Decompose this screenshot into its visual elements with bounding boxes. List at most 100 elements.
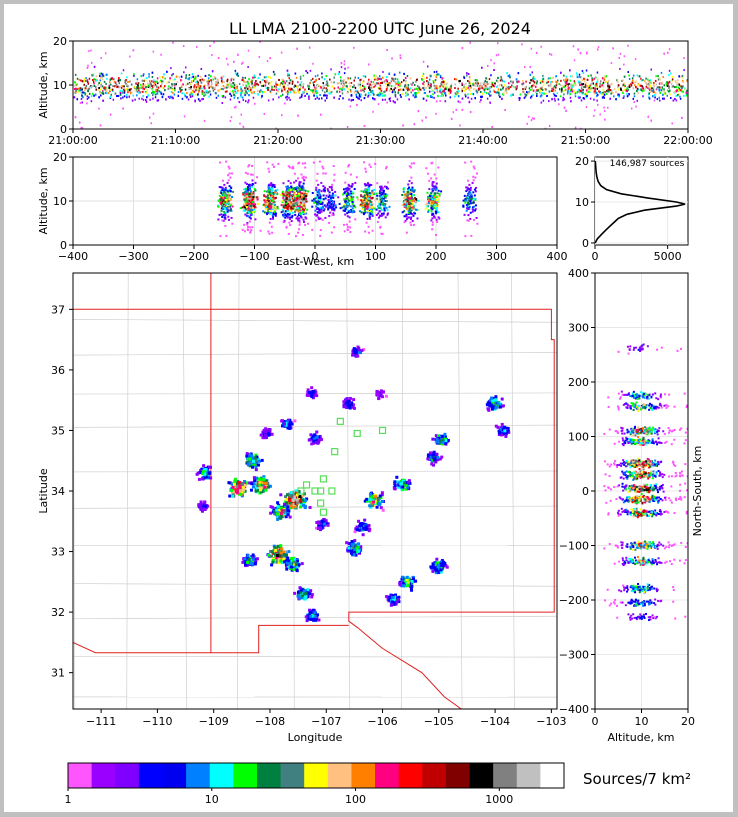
source-mark <box>232 78 235 81</box>
source-mark <box>577 80 580 83</box>
source-mark <box>268 232 271 235</box>
source-mark <box>101 75 104 78</box>
source-mark <box>76 98 79 101</box>
source-mark <box>681 90 683 93</box>
source-mark <box>215 81 217 84</box>
source-mark <box>365 183 368 186</box>
source-mark <box>256 176 259 179</box>
source-mark <box>299 88 301 91</box>
source-mark <box>453 78 456 81</box>
source-mark <box>481 84 483 87</box>
source-mark <box>593 77 595 80</box>
source-mark <box>572 89 575 92</box>
source-mark <box>104 91 107 94</box>
source-mark <box>385 165 388 168</box>
source-mark <box>330 92 332 95</box>
source-mark <box>442 89 445 92</box>
source-mark <box>359 95 362 98</box>
source-mark <box>327 196 330 199</box>
source-mark <box>92 79 94 82</box>
source-mark <box>370 193 373 196</box>
source-mark <box>484 85 486 88</box>
source-mark <box>105 73 108 76</box>
ew-height-sources <box>73 157 557 245</box>
source-mark <box>270 209 273 212</box>
source-mark <box>483 88 485 91</box>
source-mark <box>445 86 447 89</box>
source-mark <box>405 86 408 89</box>
source-mark <box>393 88 395 91</box>
source-mark <box>493 62 495 65</box>
source-mark <box>377 82 379 85</box>
source-mark <box>194 89 197 92</box>
source-mark <box>293 181 296 184</box>
source-mark <box>239 207 242 210</box>
source-mark <box>469 82 472 85</box>
source-mark <box>300 194 303 197</box>
source-mark <box>311 199 314 202</box>
source-mark <box>136 90 139 93</box>
source-mark <box>594 89 596 92</box>
source-mark <box>260 96 263 99</box>
source-mark <box>294 199 297 202</box>
source-mark <box>484 86 487 89</box>
source-mark <box>326 84 329 87</box>
source-mark <box>479 95 482 98</box>
source-mark <box>197 85 199 88</box>
source-mark <box>211 70 214 73</box>
source-mark <box>480 86 482 89</box>
source-mark <box>368 206 371 209</box>
source-mark <box>582 83 585 86</box>
source-mark <box>484 82 487 85</box>
source-mark <box>603 109 606 112</box>
source-mark <box>635 105 637 108</box>
source-mark <box>566 84 568 87</box>
source-mark <box>109 97 112 100</box>
source-mark <box>208 74 210 77</box>
source-mark <box>293 91 296 94</box>
source-mark <box>430 85 432 88</box>
source-mark <box>682 90 685 93</box>
source-mark <box>247 65 249 68</box>
source-mark <box>484 87 487 90</box>
source-mark <box>78 121 81 124</box>
source-mark <box>575 72 578 75</box>
source-mark <box>249 209 252 212</box>
source-mark <box>530 79 533 82</box>
source-mark <box>243 194 246 197</box>
source-mark <box>194 87 196 90</box>
source-mark <box>287 186 290 189</box>
source-mark <box>450 90 452 93</box>
source-mark <box>352 192 355 195</box>
source-mark <box>630 84 633 87</box>
source-mark <box>580 127 582 129</box>
source-mark <box>379 207 382 210</box>
source-mark <box>82 91 84 94</box>
source-mark <box>501 79 504 82</box>
source-mark <box>251 82 253 85</box>
source-mark <box>449 96 452 99</box>
source-mark <box>228 209 231 212</box>
source-mark <box>347 77 349 80</box>
source-mark <box>574 82 576 85</box>
source-mark <box>479 90 482 93</box>
source-mark <box>315 186 318 189</box>
source-mark <box>362 198 365 201</box>
source-mark <box>330 127 332 129</box>
source-mark <box>285 91 287 94</box>
source-mark <box>529 73 532 76</box>
source-mark <box>220 199 223 202</box>
source-mark <box>251 79 253 82</box>
source-mark <box>667 82 669 85</box>
source-mark <box>366 195 369 198</box>
source-mark <box>287 209 290 212</box>
source-mark <box>227 218 230 221</box>
source-mark <box>221 186 224 189</box>
source-mark <box>138 91 140 94</box>
source-mark <box>270 197 273 200</box>
source-mark <box>345 192 348 195</box>
source-mark <box>467 86 470 89</box>
source-mark <box>681 87 683 90</box>
source-mark <box>637 92 639 95</box>
source-mark <box>383 81 386 84</box>
